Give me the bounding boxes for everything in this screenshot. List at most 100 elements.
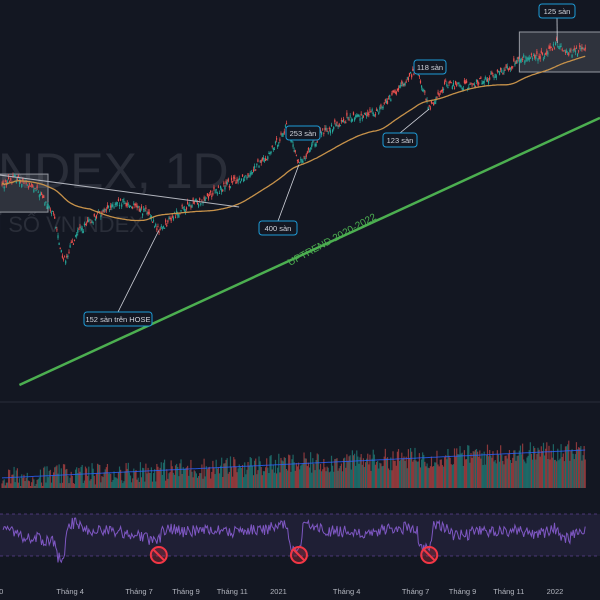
volume-bar [514,450,516,488]
watermark-subtitle: Ỉ SỐ VNINDEX [0,211,144,237]
candle-body [189,204,191,206]
candle-body [46,206,48,209]
candle-body [559,45,561,49]
volume-bar [64,464,66,488]
candle-body [383,102,385,104]
rsi-pane [0,513,600,564]
volume-bar [375,461,378,488]
volume-bar [390,457,392,488]
volume-bar [355,465,357,488]
candle-body [145,207,147,209]
volume-bar [185,467,188,488]
candle-body [428,105,430,107]
candle-body [300,159,302,161]
volume-bar [45,482,47,488]
candle-body [139,209,141,212]
candle-body [427,107,429,110]
volume-bar [26,472,28,488]
callout-pointer [277,164,300,222]
volume-bar [572,453,574,488]
candle-body [95,215,98,219]
candle-body [402,83,404,86]
candle-body [2,181,4,183]
candle-body [3,186,5,189]
volume-bar [339,465,341,488]
volume-bar [27,480,29,488]
volume-bar [295,463,297,488]
volume-bar [272,464,274,488]
volume-bar [397,449,400,488]
volume-bar [38,477,40,488]
candle-body [55,226,57,228]
volume-bar [214,474,216,488]
candle-body [257,159,259,162]
candle-body [281,134,283,137]
volume-bar [321,471,323,488]
candle-body [198,204,200,207]
candle-body [399,86,401,88]
candle-body [162,226,165,228]
volume-bar [540,446,542,488]
volume-bar [302,463,304,488]
volume-bar [527,455,529,488]
candle-body [570,49,572,51]
volume-bar [37,479,39,488]
candle-body [390,99,392,102]
candle-body [217,186,219,188]
candle-body [528,57,530,61]
candle-body [323,132,325,134]
volume-bar [80,466,82,488]
candle-body [438,93,440,97]
volume-bar [282,461,284,488]
candle-body [106,205,109,208]
candle-body [103,210,105,213]
candle-body [48,206,50,208]
volume-bar [335,458,337,488]
candle-body [400,84,402,87]
volume-bar [442,466,445,488]
candle-body [65,260,67,264]
candle-body [140,206,143,209]
volume-bar [451,464,453,488]
volume-bar [520,454,523,488]
candle-body [479,77,481,79]
volume-bar [369,454,371,488]
volume-bar [90,479,92,488]
candle-body [234,177,236,179]
volume-bar [172,472,174,488]
candle-body [93,213,95,217]
volume-bar [582,455,584,488]
candle-body [275,138,278,140]
candle-body [232,181,234,183]
volume-bar [322,469,324,488]
candle-body [567,53,569,55]
candle-body [222,189,224,192]
callout-box [285,125,321,141]
candle-body [81,227,83,231]
candle-body [375,109,378,111]
volume-bar [252,475,255,488]
candle-body [547,52,549,55]
candle-body [417,74,419,76]
volume-bar [349,455,351,488]
candle-body [403,83,405,86]
volume-bar [275,473,278,488]
volume-bar [5,482,7,488]
volume-bar [324,467,326,488]
candle-body [196,202,199,205]
callout-text: 118 sàn [417,63,443,72]
volume-bar [170,460,172,488]
volume-bar [308,467,311,488]
candle-body [283,131,285,134]
candle-body [206,193,208,197]
volume-bar [350,469,352,488]
volume-bar [415,460,417,488]
candle-body [392,90,394,93]
volume-bar [556,461,558,488]
candle-body [333,127,335,130]
volume-bar [473,451,475,488]
volume-bar [549,459,551,488]
candle-body [436,97,438,99]
volume-bar [377,460,379,488]
volume-bar [243,477,245,488]
